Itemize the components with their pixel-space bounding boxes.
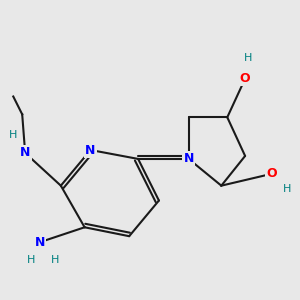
- Text: N: N: [184, 152, 194, 165]
- Text: O: O: [240, 72, 250, 85]
- Text: O: O: [266, 167, 277, 180]
- Text: H: H: [51, 255, 59, 265]
- Text: N: N: [20, 146, 30, 160]
- Text: N: N: [85, 143, 96, 157]
- Text: H: H: [283, 184, 291, 194]
- Text: H: H: [27, 255, 35, 265]
- Text: N: N: [35, 236, 45, 249]
- Text: H: H: [244, 53, 252, 63]
- Text: H: H: [9, 130, 17, 140]
